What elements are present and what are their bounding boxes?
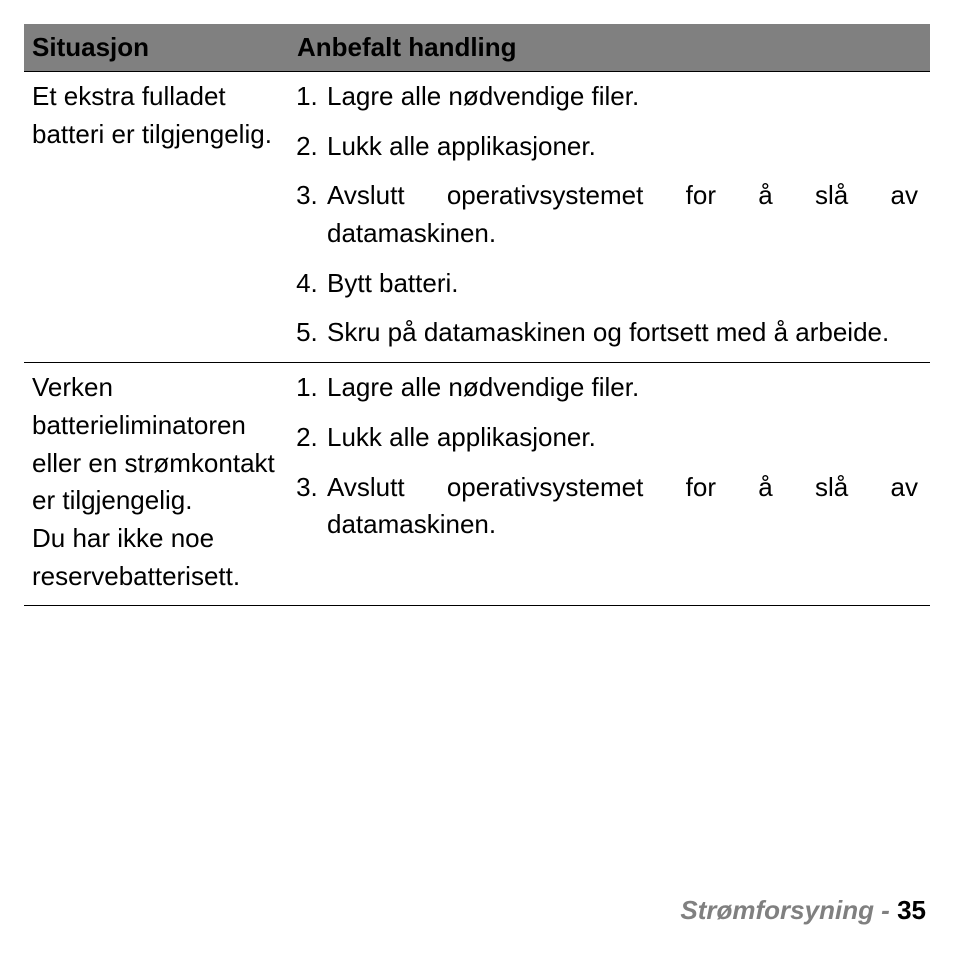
action-item: Lagre alle nødvendige filer. (325, 369, 918, 407)
document-page: Situasjon Anbefalt handling Et ekstra fu… (0, 0, 954, 954)
action-item: Lukk alle applikasjoner. (325, 128, 918, 166)
action-item: Lukk alle applikasjoner. (325, 419, 918, 457)
footer-section: Strømforsyning - (680, 895, 889, 925)
situation-cell: Verken batterieliminatoren eller en strø… (24, 363, 289, 606)
page-footer: Strømforsyning - 35 (680, 895, 926, 926)
actions-list: Lagre alle nødvendige filer. Lukk alle ap… (297, 369, 922, 544)
situation-text: Et ekstra fulladet batteri er tilgjengel… (32, 78, 281, 153)
situations-table: Situasjon Anbefalt handling Et ekstra fu… (24, 24, 930, 606)
header-action: Anbefalt handling (289, 24, 930, 72)
action-item: Bytt batteri. (325, 265, 918, 303)
action-item: Skru på datamaskinen og fortsett med å a… (325, 314, 918, 352)
actions-cell: Lagre alle nødvendige filer. Lukk alle ap… (289, 363, 930, 606)
table-body: Et ekstra fulladet batteri er tilgjengel… (24, 72, 930, 606)
actions-cell: Lagre alle nødvendige filer. Lukk alle ap… (289, 72, 930, 363)
table-header-row: Situasjon Anbefalt handling (24, 24, 930, 72)
situation-text: Verken batterieliminatoren eller en strø… (32, 369, 281, 520)
actions-list: Lagre alle nødvendige filer. Lukk alle ap… (297, 78, 922, 352)
situation-text: Du har ikke noe reservebatterisett. (32, 520, 281, 595)
table-row: Verken batterieliminatoren eller en strø… (24, 363, 930, 606)
action-item: Lagre alle nødvendige filer. (325, 78, 918, 116)
header-situation: Situasjon (24, 24, 289, 72)
action-item: Avslutt operativsystemet for å slå av da… (325, 177, 918, 252)
situation-cell: Et ekstra fulladet batteri er tilgjengel… (24, 72, 289, 363)
action-item: Avslutt operativsystemet for å slå av da… (325, 469, 918, 544)
footer-page-number: 35 (897, 895, 926, 925)
table-row: Et ekstra fulladet batteri er tilgjengel… (24, 72, 930, 363)
